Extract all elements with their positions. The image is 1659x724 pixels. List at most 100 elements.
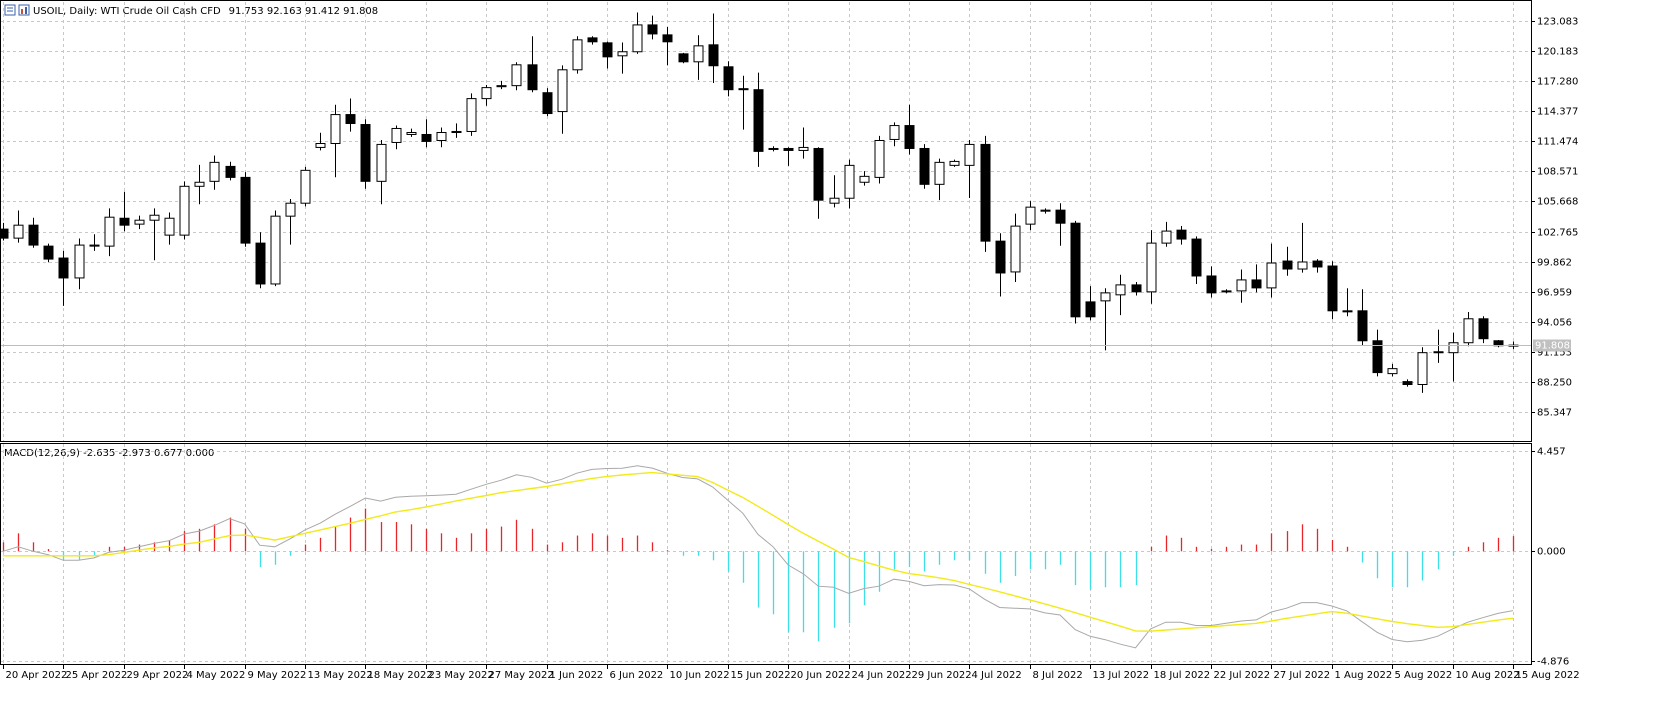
candle-body bbox=[0, 228, 9, 239]
x-tick-label: 8 Jul 2022 bbox=[1033, 670, 1083, 681]
y-tick-label: 91.153 bbox=[1537, 348, 1572, 359]
candle-body bbox=[1010, 225, 1021, 273]
candle-body bbox=[391, 127, 402, 143]
candle-body bbox=[1221, 290, 1232, 293]
candle-body bbox=[617, 51, 628, 57]
candle-body bbox=[1251, 279, 1262, 289]
x-tick-label: 29 Apr 2022 bbox=[127, 670, 189, 681]
candle-body bbox=[466, 98, 477, 132]
candle-body bbox=[43, 245, 54, 260]
candle-body bbox=[1387, 368, 1398, 375]
y-tick-label: 94.056 bbox=[1537, 318, 1572, 329]
header-icons bbox=[4, 4, 30, 16]
x-tick-label: 27 May 2022 bbox=[489, 670, 554, 681]
x-tick-label: 15 Aug 2022 bbox=[1516, 670, 1580, 681]
candle-body bbox=[1085, 301, 1096, 318]
candle-body bbox=[255, 242, 266, 285]
candle-body bbox=[678, 53, 689, 63]
candle-body bbox=[134, 219, 145, 225]
y-tick-label: 99.862 bbox=[1537, 258, 1572, 269]
x-tick-label: 25 Apr 2022 bbox=[66, 670, 128, 681]
y-tick-label: 4.457 bbox=[1537, 447, 1566, 458]
candle-body bbox=[1055, 209, 1066, 224]
candle-body bbox=[995, 240, 1006, 274]
candle-body bbox=[300, 169, 311, 204]
candle-body bbox=[1266, 262, 1277, 289]
candle-body bbox=[58, 257, 69, 279]
candle-body bbox=[1070, 222, 1081, 318]
candle-body bbox=[179, 185, 190, 236]
last-price-label: 91.808 bbox=[1535, 341, 1570, 352]
x-tick-label: 4 Jul 2022 bbox=[972, 670, 1022, 681]
candle-body bbox=[89, 244, 100, 247]
x-tick-label: 20 Jun 2022 bbox=[791, 670, 851, 681]
candle-body bbox=[708, 44, 719, 67]
chart-icon-bar bbox=[21, 9, 23, 14]
x-tick-label: 5 Aug 2022 bbox=[1395, 670, 1453, 681]
candle-body bbox=[1372, 340, 1383, 374]
candle-body bbox=[1357, 310, 1368, 342]
y-tick-label: 105.668 bbox=[1537, 197, 1578, 208]
macd-line bbox=[2, 465, 1514, 649]
candle-body bbox=[693, 45, 704, 63]
candle-body bbox=[496, 85, 507, 88]
candle-body bbox=[28, 224, 39, 246]
x-tick-label: 1 Jun 2022 bbox=[550, 670, 604, 681]
candle-body bbox=[980, 143, 991, 242]
x-tick-label: 10 Jun 2022 bbox=[670, 670, 730, 681]
candle-body bbox=[874, 139, 885, 178]
signal-line bbox=[3, 471, 1514, 632]
candle-body bbox=[225, 165, 236, 178]
candle-body bbox=[919, 147, 930, 185]
candle-body bbox=[149, 214, 160, 221]
candle-body bbox=[1236, 279, 1247, 292]
candle-body bbox=[587, 37, 598, 43]
candle-body bbox=[240, 176, 251, 244]
x-tick-label: 13 May 2022 bbox=[308, 670, 373, 681]
candle-body bbox=[572, 39, 583, 71]
price-panel-frame bbox=[0, 0, 1532, 442]
candle-body bbox=[1297, 261, 1308, 270]
candle-body bbox=[119, 217, 130, 226]
candle-body bbox=[1176, 229, 1187, 240]
symbol-title: USOIL, Daily: WTI Crude Oil Cash CFD bbox=[33, 6, 221, 17]
candle-body bbox=[104, 216, 115, 247]
candle-body bbox=[360, 124, 371, 182]
y-tick-label: 120.183 bbox=[1537, 47, 1578, 58]
candle-body bbox=[738, 88, 749, 91]
x-tick-label: 23 May 2022 bbox=[429, 670, 494, 681]
candle-body bbox=[798, 146, 809, 151]
x-tick-label: 13 Jul 2022 bbox=[1093, 670, 1150, 681]
candle-body bbox=[1478, 318, 1489, 340]
x-tick-label: 6 Jun 2022 bbox=[610, 670, 664, 681]
candle-body bbox=[1312, 260, 1323, 268]
y-tick-label: 108.571 bbox=[1537, 167, 1578, 178]
x-tick-label: 15 Jun 2022 bbox=[731, 670, 791, 681]
candle-body bbox=[406, 132, 417, 135]
x-tick-label: 4 May 2022 bbox=[187, 670, 246, 681]
y-tick-label: 88.250 bbox=[1537, 378, 1572, 389]
candle-body bbox=[934, 161, 945, 185]
ohlc-header: 91.753 92.163 91.412 91.808 bbox=[229, 6, 379, 17]
candle-body bbox=[1417, 352, 1428, 386]
candle-body bbox=[768, 147, 779, 150]
macd-title: MACD(12,26,9) -2.635 -2.973 0.677 0.000 bbox=[4, 448, 214, 459]
y-tick-label: 111.474 bbox=[1537, 137, 1578, 148]
y-tick-label: 85.347 bbox=[1537, 408, 1572, 419]
x-tick-label: 18 Jul 2022 bbox=[1154, 670, 1211, 681]
candle-body bbox=[1402, 381, 1413, 386]
candle-body bbox=[542, 92, 553, 115]
candle-body bbox=[481, 87, 492, 100]
candle-body bbox=[1327, 265, 1338, 312]
candle-body bbox=[315, 142, 326, 148]
candle-body bbox=[436, 132, 447, 141]
candle-body bbox=[1161, 230, 1172, 244]
candle-body bbox=[723, 66, 734, 91]
x-tick-label: 1 Aug 2022 bbox=[1335, 670, 1393, 681]
candle-body bbox=[602, 42, 613, 58]
chart-icon bbox=[18, 4, 30, 16]
candle-body bbox=[451, 130, 462, 134]
candle-body bbox=[1342, 310, 1353, 313]
x-tick-label: 24 Jun 2022 bbox=[852, 670, 912, 681]
